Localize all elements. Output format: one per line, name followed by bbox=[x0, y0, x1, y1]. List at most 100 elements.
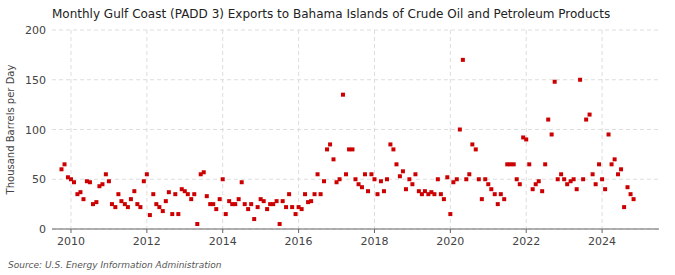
point bbox=[81, 197, 85, 201]
point bbox=[113, 205, 117, 209]
y-grid-line bbox=[52, 79, 659, 80]
point bbox=[410, 182, 414, 186]
point bbox=[164, 199, 168, 203]
point bbox=[104, 172, 108, 176]
point bbox=[303, 192, 307, 196]
point bbox=[616, 172, 620, 176]
point bbox=[394, 162, 398, 166]
point bbox=[379, 179, 383, 183]
title: Monthly Gulf Coast (PADD 3) Exports to B… bbox=[52, 7, 610, 21]
point bbox=[556, 177, 560, 181]
point bbox=[470, 142, 474, 146]
point bbox=[531, 187, 535, 191]
y-grid-line bbox=[52, 30, 659, 31]
source-note: Source: U.S. Energy Information Administ… bbox=[8, 260, 222, 270]
point bbox=[316, 172, 320, 176]
point bbox=[512, 162, 516, 166]
point bbox=[423, 189, 427, 193]
point bbox=[550, 132, 554, 136]
point bbox=[186, 192, 190, 196]
point bbox=[72, 180, 76, 184]
point bbox=[515, 177, 519, 181]
point bbox=[256, 205, 260, 209]
point bbox=[344, 172, 348, 176]
points bbox=[59, 58, 635, 226]
point bbox=[477, 177, 481, 181]
x-tick bbox=[602, 229, 603, 233]
x-tick bbox=[526, 229, 527, 233]
point bbox=[161, 209, 165, 213]
point bbox=[388, 142, 392, 146]
point bbox=[148, 213, 152, 217]
point bbox=[132, 189, 136, 193]
y-tick-label: 200 bbox=[25, 24, 46, 37]
point bbox=[588, 113, 592, 117]
point bbox=[502, 197, 506, 201]
point bbox=[489, 187, 493, 191]
point bbox=[151, 192, 155, 196]
point bbox=[597, 162, 601, 166]
x-tick bbox=[146, 229, 147, 233]
point bbox=[205, 194, 209, 198]
y-tick-label: 0 bbox=[39, 223, 46, 236]
point bbox=[313, 192, 317, 196]
x-tick-label: 2024 bbox=[588, 235, 616, 248]
point bbox=[527, 162, 531, 166]
point bbox=[218, 197, 222, 201]
point bbox=[622, 205, 626, 209]
point bbox=[591, 172, 595, 176]
point bbox=[357, 182, 361, 186]
x-tick-label: 2012 bbox=[133, 235, 161, 248]
point bbox=[629, 192, 633, 196]
point bbox=[142, 179, 146, 183]
point bbox=[467, 172, 471, 176]
point bbox=[167, 190, 171, 194]
point bbox=[461, 58, 465, 62]
point bbox=[632, 197, 636, 201]
point bbox=[575, 187, 579, 191]
point bbox=[284, 205, 288, 209]
chart: 0501001502002010201220142016201820202022… bbox=[0, 0, 675, 275]
point bbox=[240, 180, 244, 184]
point bbox=[246, 207, 250, 211]
point bbox=[448, 212, 452, 216]
point bbox=[442, 197, 446, 201]
point bbox=[129, 197, 133, 201]
y-tick-label: 50 bbox=[32, 173, 46, 186]
point bbox=[607, 132, 611, 136]
point bbox=[398, 174, 402, 178]
point bbox=[553, 80, 557, 84]
point bbox=[170, 212, 174, 216]
x-grid-line bbox=[298, 30, 299, 229]
point bbox=[445, 175, 449, 179]
point bbox=[224, 212, 228, 216]
point bbox=[385, 177, 389, 181]
point bbox=[300, 207, 304, 211]
point bbox=[94, 200, 98, 204]
point bbox=[578, 78, 582, 82]
point bbox=[499, 192, 503, 196]
point bbox=[173, 192, 177, 196]
x-grid-line bbox=[602, 30, 603, 229]
point bbox=[401, 169, 405, 173]
point bbox=[382, 189, 386, 193]
point bbox=[363, 172, 367, 176]
x-axis-line bbox=[52, 229, 659, 230]
point bbox=[354, 177, 358, 181]
point bbox=[328, 142, 332, 146]
point bbox=[195, 222, 199, 226]
x-grid-line bbox=[450, 30, 451, 229]
point bbox=[559, 172, 563, 176]
point bbox=[464, 177, 468, 181]
point bbox=[407, 177, 411, 181]
x-tick bbox=[374, 229, 375, 233]
y-axis-label: Thousand Barrels per Day bbox=[5, 65, 16, 196]
point bbox=[610, 162, 614, 166]
point bbox=[110, 202, 114, 206]
point bbox=[524, 137, 528, 141]
point bbox=[376, 192, 380, 196]
point bbox=[59, 167, 63, 171]
point bbox=[107, 179, 111, 183]
point bbox=[214, 207, 218, 211]
point bbox=[603, 187, 607, 191]
